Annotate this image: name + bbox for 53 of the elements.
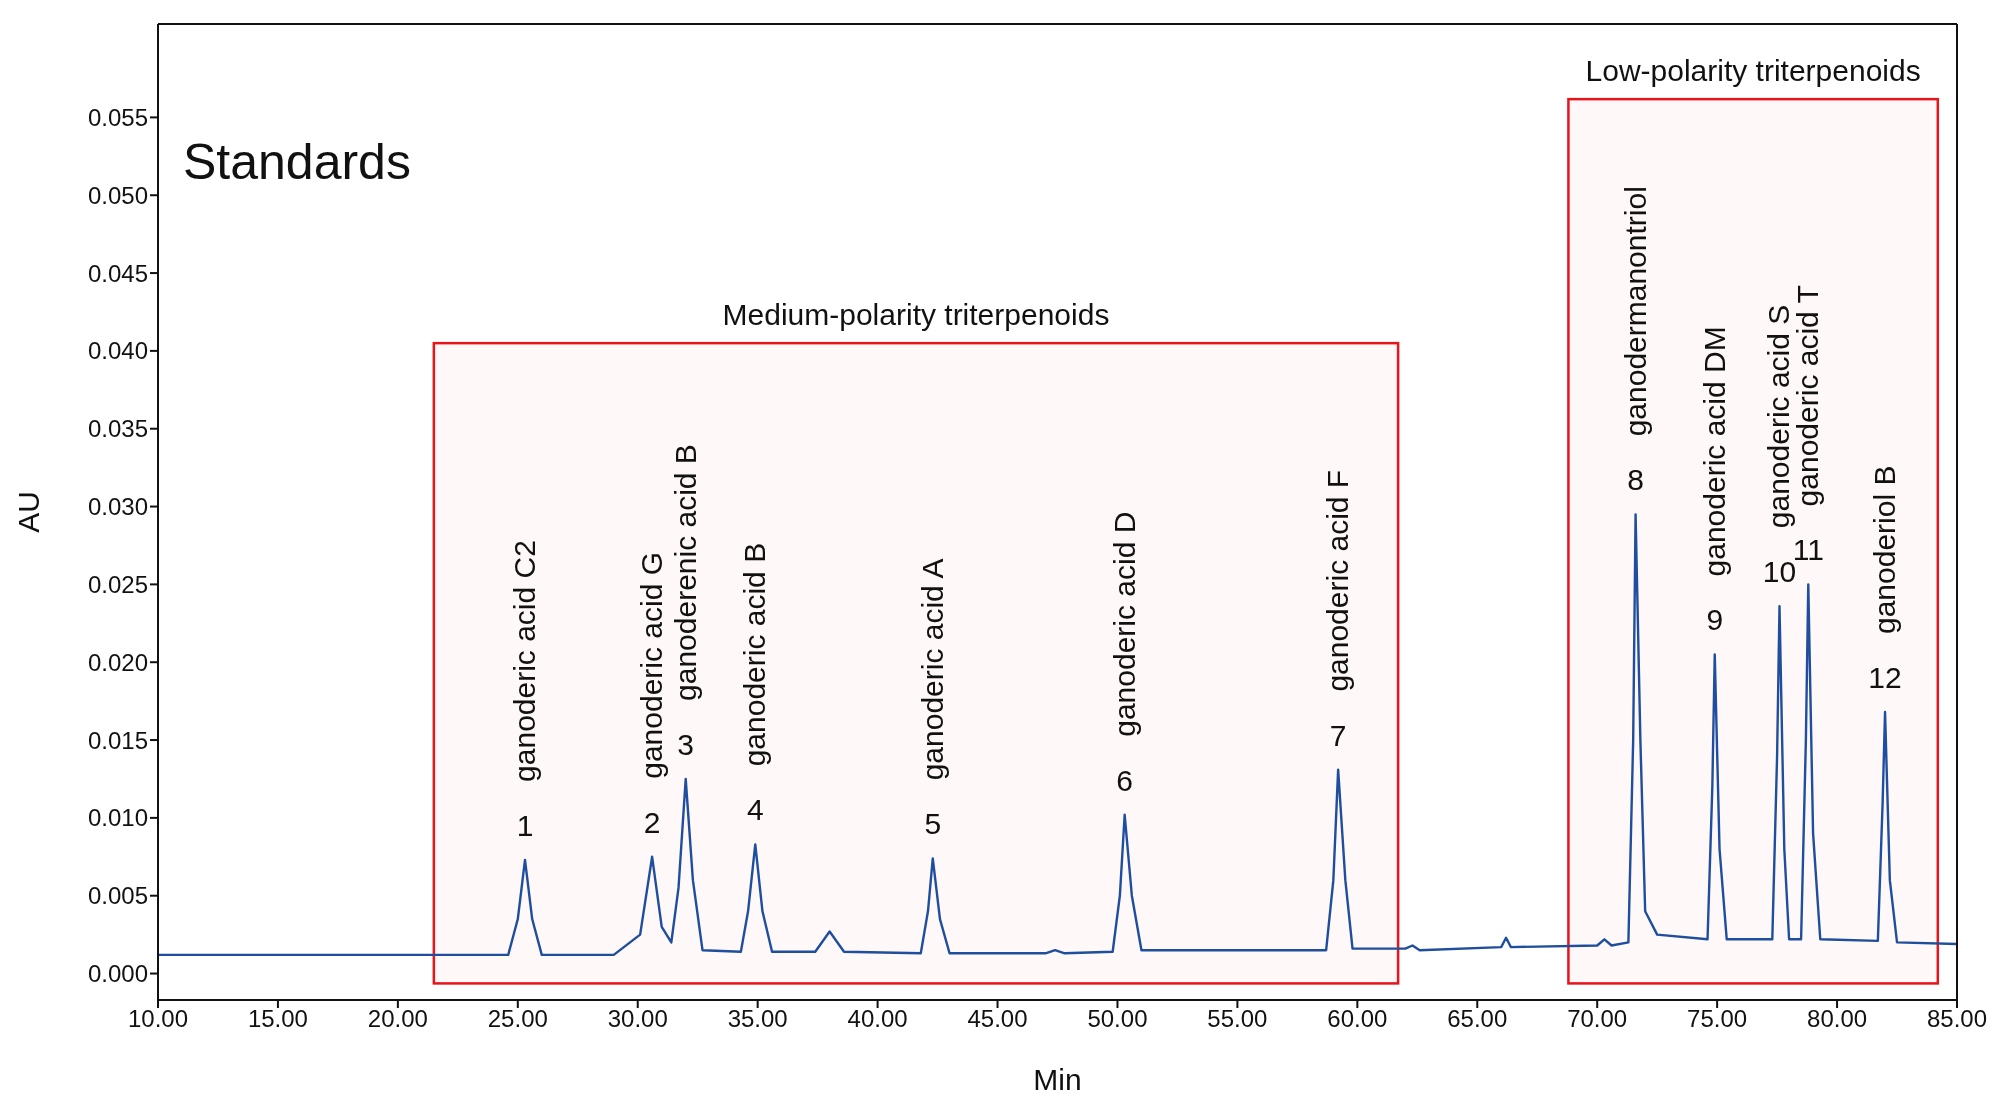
x-tick-label: 60.00 — [1327, 1005, 1388, 1033]
x-tick-label: 40.00 — [847, 1005, 908, 1033]
annotation: ganoderic acid A — [915, 558, 949, 781]
x-tick-label: 85.00 — [1926, 1005, 1988, 1033]
x-tick-label: 55.00 — [1207, 1005, 1268, 1033]
annotation: ganodermanontriol — [1618, 186, 1652, 437]
annotation: ganoderic acid D — [1107, 511, 1141, 737]
x-tick-label: 80.00 — [1807, 1005, 1868, 1033]
y-tick-label: 0.010 — [87, 804, 148, 832]
annotation: ganoderenic acid B — [668, 444, 702, 701]
y-axis-title: AU — [11, 491, 45, 533]
y-tick-label: 0.015 — [87, 726, 148, 754]
y-tick-label: 0.005 — [87, 882, 148, 910]
annotation: 7 — [1329, 718, 1347, 752]
annotation: 8 — [1627, 463, 1644, 497]
x-tick-label: 25.00 — [487, 1005, 548, 1033]
annotation: Standards — [183, 133, 411, 191]
y-tick-label: 0.025 — [87, 570, 148, 598]
y-tick-label: 0.035 — [87, 415, 148, 443]
x-tick-label: 70.00 — [1567, 1005, 1628, 1033]
y-tick-label: 0.040 — [87, 337, 148, 365]
x-tick-label: 15.00 — [247, 1005, 308, 1033]
y-tick-label: 0.000 — [87, 960, 148, 988]
x-tick-label: 35.00 — [727, 1005, 788, 1033]
band-label: Medium-polarity triterpenoids — [722, 298, 1110, 332]
x-tick-label: 65.00 — [1447, 1005, 1508, 1033]
annotation: 12 — [1868, 661, 1902, 695]
annotation: 2 — [643, 805, 661, 839]
x-tick-label: 45.00 — [967, 1005, 1028, 1033]
annotation: 1 — [516, 808, 534, 842]
x-tick-label: 10.00 — [127, 1005, 189, 1033]
annotation: ganoderic acid DM — [1697, 326, 1731, 577]
annotation: 6 — [1116, 763, 1134, 797]
annotation: ganoderic acid C2 — [508, 540, 541, 782]
band-label: Low-polarity triterpenoids — [1585, 54, 1921, 88]
annotation: ganoderic acid F — [1321, 469, 1355, 692]
annotation: 4 — [746, 793, 764, 827]
x-axis-title: Min — [1033, 1063, 1082, 1096]
y-tick-label: 0.020 — [87, 648, 148, 676]
x-tick-label: 50.00 — [1087, 1005, 1148, 1033]
x-tick-label: 75.00 — [1687, 1005, 1748, 1033]
annotation: 5 — [924, 807, 942, 841]
y-tick-label: 0.050 — [87, 181, 148, 209]
annotation: ganoderiol B — [1868, 465, 1902, 635]
y-tick-label: 0.030 — [87, 493, 148, 521]
annotation: 9 — [1706, 603, 1724, 637]
annotation: ganoderic acid B — [738, 542, 772, 767]
annotation: ganoderic acid G — [635, 551, 669, 779]
x-tick-label: 30.00 — [607, 1005, 668, 1033]
x-tick-label: 20.00 — [367, 1005, 428, 1033]
y-tick-label: 0.055 — [87, 103, 148, 131]
y-tick-label: 0.045 — [87, 259, 148, 287]
annotation: 3 — [677, 727, 695, 761]
